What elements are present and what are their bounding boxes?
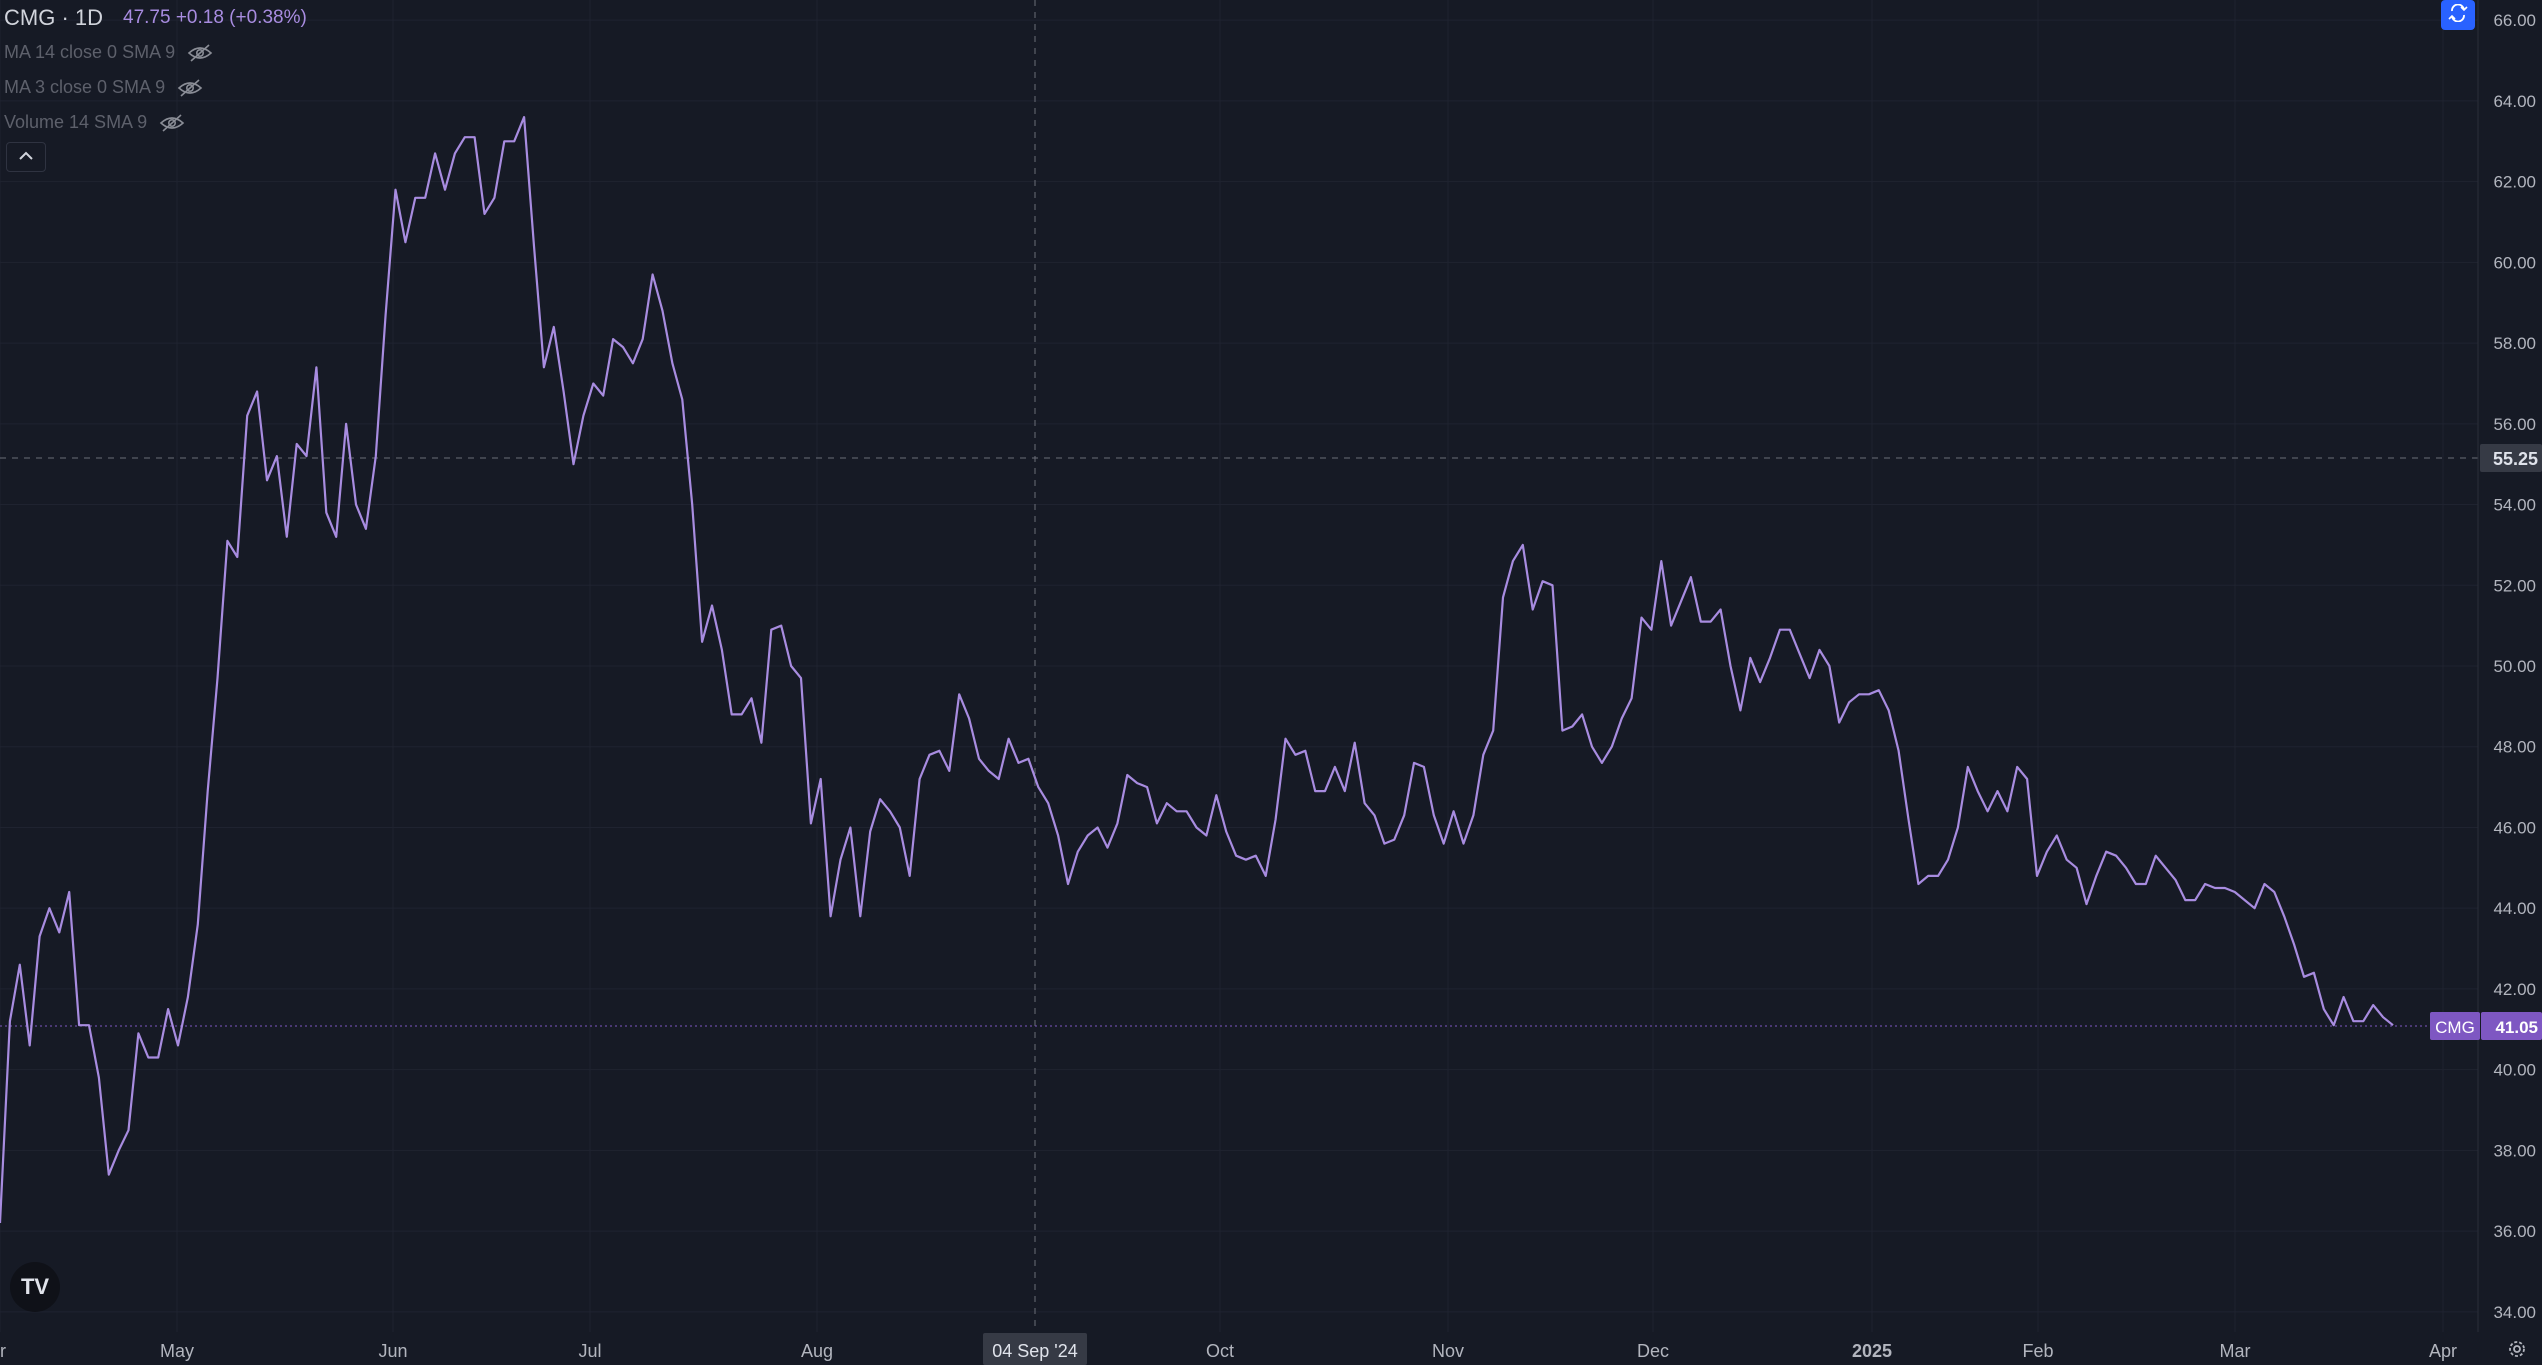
price-tick-label: 34.00: [2493, 1303, 2536, 1322]
collapse-legend-button[interactable]: [6, 142, 46, 172]
series-line-cmg[interactable]: [0, 116, 2394, 1224]
price-tick-label: 48.00: [2493, 738, 2536, 757]
time-tick-label: 2025: [1852, 1341, 1892, 1361]
time-axis[interactable]: Apr May Jun Jul Aug Oct Nov Dec 2025 Feb Mar Apr: [0, 1332, 2478, 1365]
price-tick-label: 66.00: [2493, 11, 2536, 30]
price-tick-label: 42.00: [2493, 980, 2536, 999]
crosshair-price-label: 55.25: [2480, 444, 2542, 472]
price-tick-label: 38.00: [2493, 1141, 2536, 1160]
price-tick-label: 36.00: [2493, 1222, 2536, 1241]
eye-off-icon[interactable]: [159, 113, 185, 133]
time-tick-label: Feb: [2022, 1341, 2053, 1361]
time-tick-label: Jun: [378, 1341, 407, 1361]
time-tick-label: Mar: [2220, 1341, 2251, 1361]
price-tick-label: 56.00: [2493, 415, 2536, 434]
price-axis-background: [2478, 0, 2542, 1365]
crosshair-price-text: 55.25: [2493, 449, 2538, 469]
crosshair-price-label-bg: [2480, 444, 2542, 472]
crosshair: [0, 0, 2478, 1332]
crosshair-date-label: 04 Sep '24: [983, 1333, 1087, 1365]
symbol-title[interactable]: CMG · 1D: [4, 4, 103, 30]
price-tick-label: 52.00: [2493, 576, 2536, 595]
crosshair-date-label-bg: [983, 1333, 1087, 1365]
price-tick-label: 46.00: [2493, 818, 2536, 837]
price-tick-label: 44.00: [2493, 899, 2536, 918]
indicator-legend-row-ma14[interactable]: MA 14 close 0 SMA 9: [4, 35, 307, 70]
time-tick-label: Nov: [1432, 1341, 1464, 1361]
grid-lines: [0, 0, 2478, 1332]
time-tick-label: Oct: [1206, 1341, 1234, 1361]
price-tick-label: 40.00: [2493, 1061, 2536, 1080]
price-tick-label: 60.00: [2493, 253, 2536, 272]
gear-icon: [2506, 1338, 2528, 1365]
indicator-label: MA 3 close 0 SMA 9: [4, 77, 166, 97]
last-price-tag: CMG 41.05: [2430, 1012, 2542, 1040]
price-tick-label: 58.00: [2493, 334, 2536, 353]
price-tick-label: 50.00: [2493, 657, 2536, 676]
auto-scale-icon: [2448, 3, 2468, 27]
time-tick-label: Apr: [2429, 1341, 2457, 1361]
time-tick-label: Jul: [578, 1341, 601, 1361]
crosshair-date-text: 04 Sep '24: [992, 1341, 1078, 1361]
chevron-up-icon: [18, 148, 34, 166]
time-tick-label: Aug: [801, 1341, 833, 1361]
indicator-label: Volume 14 SMA 9: [4, 112, 148, 132]
auto-scale-button[interactable]: [2441, 0, 2475, 30]
time-axis-background: [0, 1332, 2478, 1365]
last-price-value-bg: [2481, 1012, 2542, 1040]
price-tick-label: 64.00: [2493, 92, 2536, 111]
chart-settings-button[interactable]: [2504, 1340, 2530, 1362]
time-tick-label: May: [160, 1341, 194, 1361]
last-price-value: 41.05: [2495, 1018, 2538, 1037]
eye-off-icon[interactable]: [187, 43, 213, 63]
time-tick-label: Dec: [1637, 1341, 1669, 1361]
last-price-symbol-bg: [2430, 1012, 2480, 1040]
indicator-legend-row-ma3[interactable]: MA 3 close 0 SMA 9: [4, 70, 307, 105]
symbol-legend-row[interactable]: CMG · 1D 47.75 +0.18 (+0.38%): [4, 0, 307, 35]
eye-off-icon[interactable]: [177, 78, 203, 98]
price-tick-label: 62.00: [2493, 173, 2536, 192]
tradingview-logo[interactable]: TV: [10, 1262, 60, 1312]
symbol-quote: 47.75 +0.18 (+0.38%): [123, 6, 307, 28]
time-tick-label: Apr: [0, 1341, 6, 1361]
chart-legend: CMG · 1D 47.75 +0.18 (+0.38%) MA 14 clos…: [4, 0, 307, 140]
tradingview-logo-text: TV: [20, 1274, 50, 1299]
last-price-symbol: CMG: [2435, 1018, 2475, 1037]
indicator-label: MA 14 close 0 SMA 9: [4, 42, 176, 62]
indicator-legend-row-volume[interactable]: Volume 14 SMA 9: [4, 105, 307, 140]
price-axis[interactable]: 34.00 36.00 38.00 40.00 42.00 44.00 46.00 48.00…: [2477, 0, 2542, 1365]
price-tick-label: 54.00: [2493, 496, 2536, 515]
